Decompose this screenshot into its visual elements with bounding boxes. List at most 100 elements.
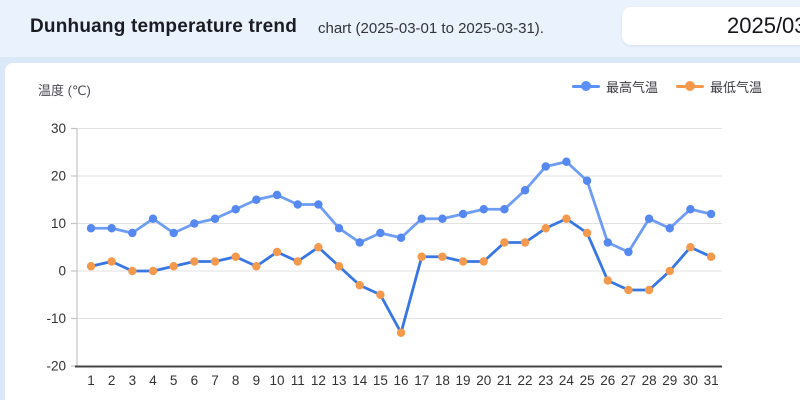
- min-temp-point[interactable]: [355, 281, 364, 290]
- legend-item-max-temp[interactable]: 最高气温: [572, 77, 658, 96]
- legend-item-min-temp[interactable]: 最低气温: [676, 77, 762, 96]
- min-temp-point[interactable]: [128, 266, 137, 276]
- min-temp-point[interactable]: [686, 243, 695, 252]
- max-temp-point[interactable]: [190, 219, 199, 228]
- x-tick-label: 4: [149, 373, 157, 388]
- max-temp-point[interactable]: [376, 228, 385, 238]
- min-temp-point[interactable]: [272, 247, 282, 257]
- max-temp-point[interactable]: [644, 214, 654, 223]
- min-temp-point[interactable]: [417, 252, 426, 261]
- max-temp-point[interactable]: [252, 195, 261, 204]
- min-temp-point[interactable]: [148, 266, 158, 276]
- date-range-input[interactable]: 2025/03: [622, 7, 800, 45]
- x-tick-label: 11: [291, 373, 305, 388]
- min-temp-point[interactable]: [231, 252, 240, 261]
- max-temp-point[interactable]: [272, 190, 282, 200]
- min-temp-point[interactable]: [210, 257, 220, 266]
- x-tick-label: 27: [621, 373, 636, 388]
- x-tick-label: 31: [704, 373, 719, 388]
- x-tick-label: 19: [456, 373, 471, 388]
- max-temp-point[interactable]: [107, 224, 116, 233]
- x-tick-label: 17: [414, 373, 429, 388]
- x-tick-label: 3: [129, 373, 137, 388]
- x-tick-label: 22: [518, 373, 533, 388]
- max-temp-point[interactable]: [582, 176, 592, 185]
- legend-label: 最低气温: [710, 79, 763, 95]
- x-tick-label: 1: [87, 373, 95, 388]
- min-temp-point[interactable]: [479, 257, 488, 266]
- max-temp-point[interactable]: [686, 205, 695, 214]
- line-dot-icon: [676, 81, 705, 91]
- min-temp-point[interactable]: [438, 252, 447, 261]
- y-tick-label: -20: [46, 359, 66, 374]
- y-tick-label: -10: [46, 311, 66, 326]
- x-tick-label: 30: [683, 373, 698, 388]
- x-tick-label: 29: [662, 373, 677, 388]
- max-temp-point[interactable]: [293, 200, 302, 209]
- min-temp-point[interactable]: [293, 257, 302, 266]
- min-temp-point[interactable]: [665, 266, 674, 276]
- legend-label: 最高气温: [606, 79, 659, 95]
- min-temp-point[interactable]: [169, 262, 178, 271]
- x-tick-label: 15: [373, 373, 388, 388]
- max-temp-point[interactable]: [314, 200, 323, 209]
- page-title: Dunhuang temperature trend: [30, 16, 297, 37]
- min-temp-point[interactable]: [582, 228, 592, 238]
- max-temp-point[interactable]: [355, 238, 364, 247]
- min-temp-point[interactable]: [396, 328, 406, 337]
- max-temp-point[interactable]: [438, 214, 447, 223]
- min-temp-point[interactable]: [541, 224, 550, 233]
- min-temp-point[interactable]: [562, 214, 571, 223]
- min-temp-point[interactable]: [107, 257, 116, 266]
- min-temp-point[interactable]: [603, 276, 612, 285]
- min-temp-point[interactable]: [334, 262, 344, 271]
- max-temp-point[interactable]: [231, 205, 240, 214]
- y-tick-label: 0: [58, 264, 66, 279]
- x-tick-label: 12: [311, 373, 326, 388]
- max-temp-point[interactable]: [86, 224, 96, 233]
- max-temp-point[interactable]: [541, 162, 550, 171]
- max-temp-point[interactable]: [500, 205, 509, 214]
- y-tick-label: 20: [51, 169, 66, 184]
- page-subtitle: chart (2025-03-01 to 2025-03-31).: [318, 20, 544, 37]
- min-temp-point[interactable]: [706, 252, 716, 261]
- min-temp-point[interactable]: [190, 257, 199, 266]
- y-axis-title: 温度 (℃): [38, 83, 91, 98]
- min-temp-point[interactable]: [458, 257, 468, 266]
- x-tick-label: 28: [642, 373, 657, 388]
- max-temp-point[interactable]: [417, 214, 426, 223]
- x-tick-label: 21: [497, 373, 512, 388]
- x-tick-label: 20: [476, 373, 491, 388]
- max-temp-point[interactable]: [148, 214, 158, 223]
- min-temp-point[interactable]: [314, 243, 323, 252]
- min-temp-point[interactable]: [520, 238, 530, 247]
- date-range-value: 2025/03: [727, 13, 800, 38]
- min-temp-point[interactable]: [376, 290, 385, 299]
- x-tick-label: 18: [435, 373, 450, 388]
- max-temp-point[interactable]: [396, 233, 406, 242]
- min-temp-point[interactable]: [624, 285, 633, 295]
- x-tick-label: 5: [170, 373, 178, 388]
- max-temp-point[interactable]: [665, 224, 674, 233]
- x-tick-label: 23: [538, 373, 553, 388]
- max-temp-point[interactable]: [562, 157, 571, 166]
- y-tick-label: 10: [51, 216, 66, 231]
- max-temp-point[interactable]: [706, 209, 716, 219]
- min-temp-point[interactable]: [500, 238, 509, 247]
- line-dot-icon: [572, 81, 600, 91]
- max-temp-point[interactable]: [458, 209, 468, 219]
- max-temp-point[interactable]: [334, 224, 344, 233]
- max-temp-point[interactable]: [624, 247, 633, 257]
- max-temp-point[interactable]: [169, 228, 178, 238]
- x-tick-label: 26: [600, 373, 615, 388]
- x-tick-label: 8: [232, 373, 240, 388]
- max-temp-point[interactable]: [520, 186, 530, 195]
- max-temp-point[interactable]: [128, 228, 137, 238]
- min-temp-point[interactable]: [644, 285, 654, 295]
- max-temp-point[interactable]: [210, 214, 220, 223]
- max-temp-point[interactable]: [603, 238, 612, 247]
- min-temp-point[interactable]: [86, 262, 96, 271]
- max-temp-point[interactable]: [479, 205, 488, 214]
- min-temp-point[interactable]: [252, 262, 261, 271]
